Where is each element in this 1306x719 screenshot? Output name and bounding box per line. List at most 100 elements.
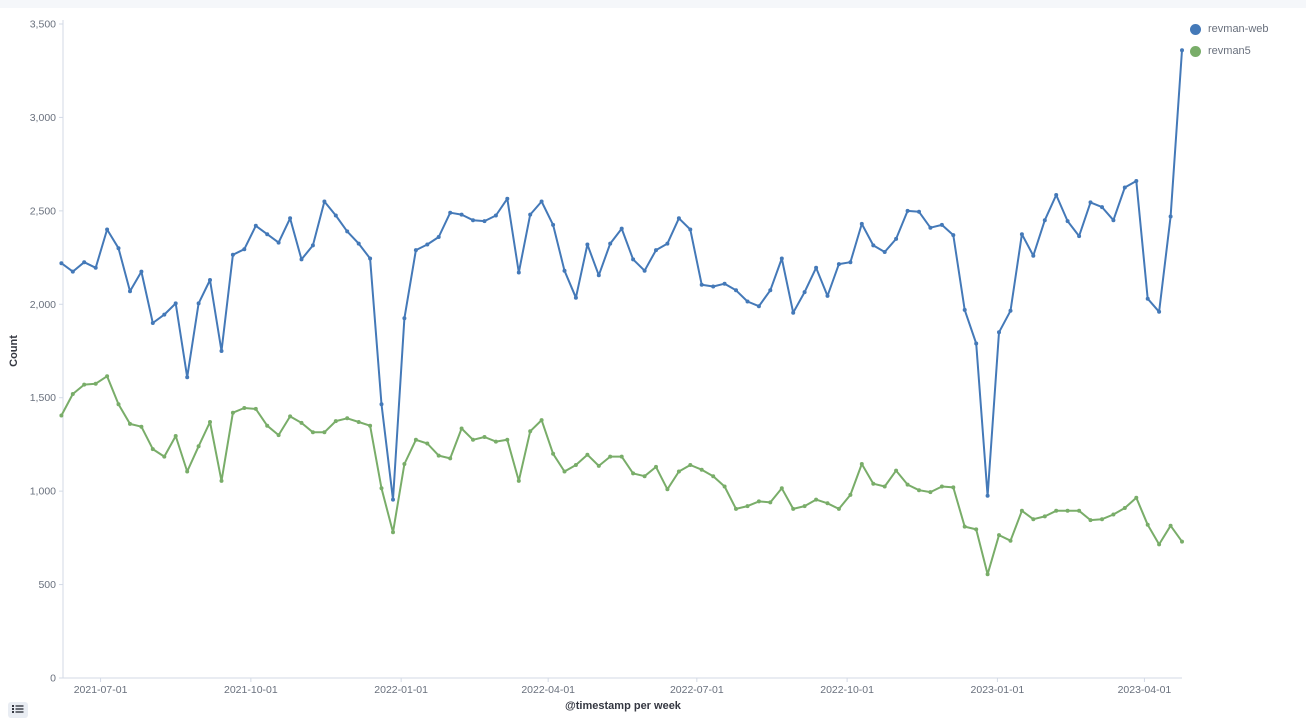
data-point[interactable] — [1088, 200, 1093, 205]
data-point[interactable] — [631, 471, 636, 476]
data-point[interactable] — [836, 506, 841, 511]
legend-toggle-button[interactable] — [8, 702, 28, 718]
data-point[interactable] — [1065, 219, 1070, 224]
data-point[interactable] — [333, 213, 338, 218]
data-point[interactable] — [253, 406, 258, 411]
data-point[interactable] — [768, 288, 773, 293]
data-point[interactable] — [722, 281, 727, 286]
data-point[interactable] — [573, 295, 578, 300]
data-point[interactable] — [288, 414, 293, 419]
data-point[interactable] — [402, 462, 407, 466]
data-point[interactable] — [379, 402, 384, 407]
data-point[interactable] — [493, 439, 498, 444]
data-point[interactable] — [745, 299, 750, 304]
data-point[interactable] — [482, 219, 487, 224]
data-point[interactable] — [1134, 495, 1139, 500]
data-point[interactable] — [779, 486, 784, 491]
data-point[interactable] — [619, 226, 624, 231]
data-point[interactable] — [402, 316, 407, 321]
data-point[interactable] — [162, 454, 167, 459]
data-point[interactable] — [734, 506, 738, 511]
data-point[interactable] — [128, 421, 132, 426]
data-point[interactable] — [928, 490, 933, 495]
data-point[interactable] — [368, 423, 373, 428]
data-point[interactable] — [917, 488, 921, 493]
data-point[interactable] — [173, 434, 178, 438]
data-point[interactable] — [711, 474, 716, 479]
data-point[interactable] — [608, 241, 613, 246]
data-point[interactable] — [230, 410, 235, 415]
data-point[interactable] — [288, 216, 293, 221]
data-point[interactable] — [962, 524, 967, 529]
data-point[interactable] — [1008, 308, 1013, 313]
data-point[interactable] — [448, 210, 453, 215]
data-point[interactable] — [1042, 218, 1047, 223]
data-point[interactable] — [471, 218, 475, 223]
data-point[interactable] — [791, 310, 796, 315]
data-point[interactable] — [688, 463, 693, 467]
data-point[interactable] — [985, 493, 990, 498]
data-point[interactable] — [70, 392, 75, 396]
data-point[interactable] — [551, 222, 556, 227]
data-point[interactable] — [482, 435, 487, 439]
data-point[interactable] — [82, 260, 87, 265]
data-point[interactable] — [1100, 205, 1104, 210]
data-point[interactable] — [1031, 517, 1036, 522]
data-point[interactable] — [139, 424, 144, 429]
data-point[interactable] — [276, 240, 281, 245]
data-point[interactable] — [448, 456, 453, 461]
data-point[interactable] — [676, 216, 681, 221]
data-point[interactable] — [516, 478, 521, 483]
data-point[interactable] — [528, 212, 533, 217]
data-point[interactable] — [208, 420, 212, 424]
data-point[interactable] — [951, 485, 956, 490]
data-point[interactable] — [562, 469, 567, 474]
data-point[interactable] — [1031, 253, 1036, 258]
data-point[interactable] — [688, 227, 693, 232]
data-point[interactable] — [1054, 508, 1059, 513]
data-point[interactable] — [665, 241, 670, 246]
data-point[interactable] — [928, 225, 933, 230]
data-point[interactable] — [756, 499, 761, 504]
data-point[interactable] — [1122, 506, 1127, 510]
data-point[interactable] — [551, 451, 556, 456]
data-point[interactable] — [150, 321, 155, 325]
data-point[interactable] — [997, 330, 1001, 335]
data-point[interactable] — [974, 527, 979, 532]
data-point[interactable] — [814, 265, 819, 270]
data-point[interactable] — [185, 469, 190, 474]
data-point[interactable] — [59, 413, 64, 418]
data-point[interactable] — [596, 463, 601, 468]
data-point[interactable] — [242, 247, 247, 252]
data-point[interactable] — [825, 293, 830, 298]
data-point[interactable] — [882, 484, 887, 489]
data-point[interactable] — [722, 484, 727, 489]
legend-item-revman5[interactable]: revman5 — [1190, 40, 1300, 62]
data-point[interactable] — [654, 464, 658, 469]
data-point[interactable] — [1111, 512, 1116, 517]
data-point[interactable] — [939, 484, 944, 489]
data-point[interactable] — [116, 402, 121, 407]
data-point[interactable] — [997, 533, 1001, 538]
data-point[interactable] — [1019, 508, 1024, 513]
data-point[interactable] — [1168, 523, 1173, 528]
data-point[interactable] — [939, 222, 944, 227]
data-point[interactable] — [391, 530, 395, 535]
data-point[interactable] — [242, 406, 247, 410]
data-point[interactable] — [173, 301, 178, 306]
data-point[interactable] — [676, 469, 681, 474]
data-point[interactable] — [871, 243, 876, 248]
data-point[interactable] — [105, 374, 110, 379]
data-point[interactable] — [413, 248, 418, 253]
data-point[interactable] — [985, 572, 990, 577]
data-point[interactable] — [848, 260, 853, 265]
data-point[interactable] — [413, 437, 418, 442]
data-point[interactable] — [962, 307, 967, 312]
data-point[interactable] — [1134, 179, 1139, 183]
data-point[interactable] — [608, 454, 613, 459]
data-point[interactable] — [196, 444, 201, 449]
data-point[interactable] — [905, 208, 910, 213]
data-point[interactable] — [265, 232, 270, 237]
data-point[interactable] — [356, 241, 361, 246]
data-point[interactable] — [299, 257, 304, 262]
